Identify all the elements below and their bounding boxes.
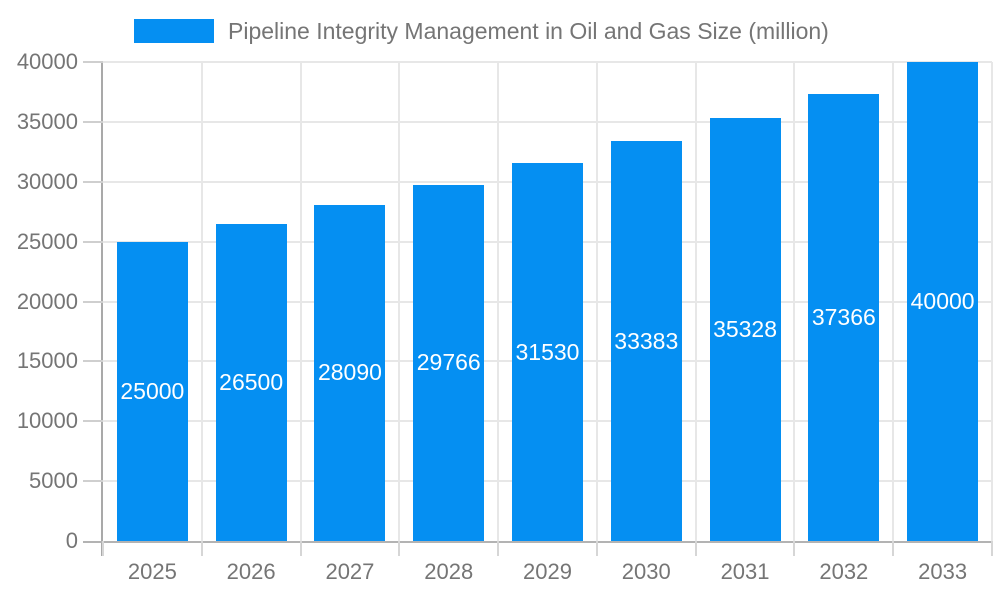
bar-2032[interactable]: 37366	[808, 93, 880, 541]
x-gridline	[299, 62, 302, 541]
x-axis-tick-label: 2029	[523, 559, 572, 584]
y-axis-tick	[83, 360, 103, 363]
bar-2031[interactable]: 35328	[709, 117, 781, 541]
x-axis-tick	[497, 541, 500, 556]
bar-value-label: 35328	[713, 315, 778, 342]
legend[interactable]: Pipeline Integrity Management in Oil and…	[134, 16, 829, 46]
y-axis-tick-label: 5000	[29, 468, 78, 494]
x-axis-tick-label: 2030	[621, 559, 671, 584]
x-gridline	[793, 62, 796, 541]
x-axis-tick-label: 2033	[918, 559, 968, 584]
y-axis-tick	[83, 420, 103, 423]
y-axis-tick-label: 15000	[16, 348, 78, 374]
bar-2026[interactable]: 26500	[215, 223, 287, 541]
plot-area: 0 5000 10000 15000 20000 25000 30000 35000 40000…	[17, 49, 993, 584]
bar-value-label: 31530	[515, 338, 580, 365]
x-gridline	[398, 62, 401, 541]
x-axis-tick	[398, 541, 401, 556]
y-axis-tick-label: 0	[65, 528, 78, 553]
y-axis-tick	[83, 240, 103, 243]
bar-2027[interactable]: 28090	[314, 204, 386, 541]
x-axis-tick-label: 2025	[127, 559, 177, 584]
x-axis-tick	[200, 541, 203, 556]
y-axis-tick	[83, 300, 103, 303]
y-axis-tick-label: 30000	[16, 168, 78, 194]
bar-value-label: 25000	[120, 377, 185, 404]
x-gridline	[497, 62, 500, 541]
y-axis-tick-label: 20000	[16, 288, 78, 314]
y-axis-tick-label: 10000	[16, 408, 78, 434]
x-axis-tick	[595, 541, 598, 556]
y-gridline	[103, 61, 992, 63]
bar-2028[interactable]: 29766	[413, 184, 485, 541]
x-gridline	[694, 62, 697, 541]
bar-value-label: 29766	[416, 349, 481, 376]
y-axis-tick-label: 25000	[16, 228, 78, 254]
bar-value-label: 33383	[614, 327, 679, 354]
y-axis-line	[101, 62, 103, 556]
bar-2029[interactable]: 31530	[512, 163, 583, 541]
y-axis-tick	[83, 180, 103, 183]
y-gridline	[103, 120, 992, 123]
x-axis-tick-label: 2026	[226, 559, 276, 584]
bar-value-label: 37366	[811, 303, 876, 330]
x-axis-tick	[102, 541, 104, 556]
bar-value-label: 28090	[317, 359, 382, 386]
bar-2033[interactable]: 40000	[907, 62, 979, 541]
x-gridline	[200, 62, 203, 541]
bar-value-label: 26500	[219, 368, 284, 395]
x-axis-tick	[793, 541, 796, 556]
x-axis-tick-label: 2028	[424, 559, 474, 584]
y-axis-tick-label: 35000	[16, 108, 78, 134]
x-axis-line	[83, 541, 992, 543]
x-axis-tick-label: 2031	[720, 559, 770, 584]
bar-2030[interactable]: 33383	[610, 141, 682, 541]
y-axis-tick	[83, 480, 103, 483]
legend-series-label: Pipeline Integrity Management in Oil and…	[228, 17, 829, 44]
y-axis-tick	[83, 120, 103, 123]
x-axis-tick-label: 2027	[325, 559, 375, 584]
x-axis-tick	[892, 541, 895, 556]
x-gridline	[595, 62, 598, 541]
x-axis-tick-label: 2032	[819, 559, 869, 584]
x-gridline	[991, 62, 993, 541]
bar-value-label: 40000	[910, 288, 975, 314]
x-gridline	[892, 62, 895, 541]
y-axis-tick-label: 40000	[16, 49, 78, 74]
x-axis-tick	[299, 541, 302, 556]
x-axis-tick	[991, 541, 993, 556]
legend-swatch-icon	[134, 19, 214, 43]
bar-2025[interactable]: 25000	[116, 241, 188, 541]
y-axis-tick	[83, 61, 103, 63]
x-axis-tick	[694, 541, 697, 556]
